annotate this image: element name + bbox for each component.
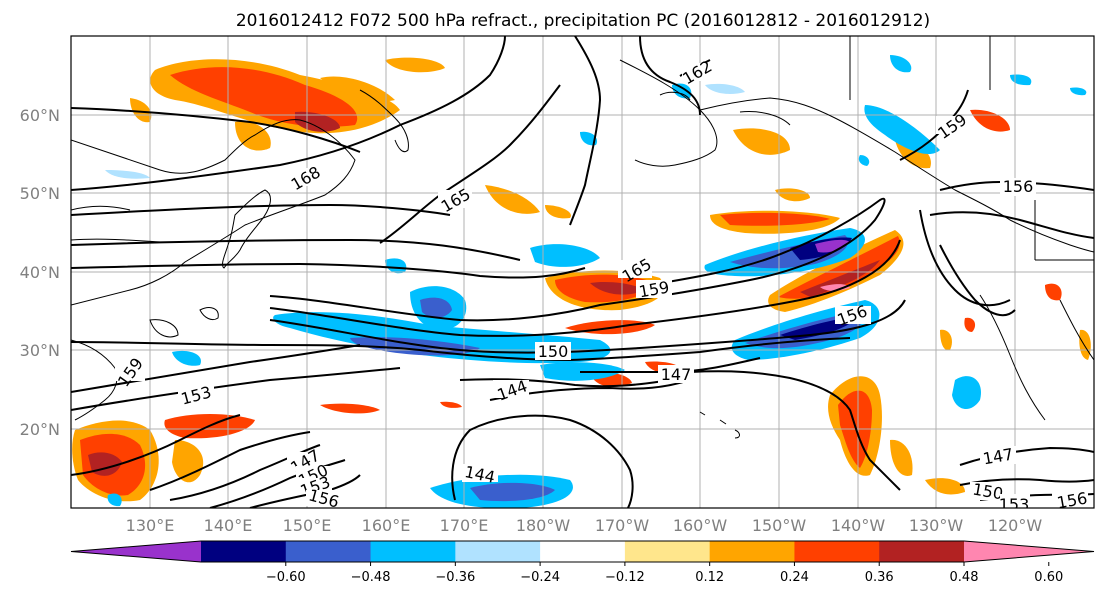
colorbar-tick-label: 0.60 [1034, 570, 1063, 585]
lon-label: 180°W [516, 516, 571, 535]
figure-title: 2016012412 F072 500 hPa refract., precip… [236, 11, 930, 31]
colorbar-outline [70, 540, 1095, 563]
refractivity-contours [71, 36, 1094, 508]
lon-label: 150°W [752, 516, 807, 535]
positive-anomaly-region-central [320, 128, 840, 414]
coastlines [71, 36, 1094, 439]
lon-label: 120°W [988, 516, 1043, 535]
colorbar-segment [879, 541, 965, 562]
contour-label: 153 [999, 495, 1030, 514]
lon-label: 140°E [204, 516, 253, 535]
colorbar-extension-high [964, 541, 1094, 562]
colorbar-extension-low [71, 541, 201, 562]
lon-label: 170°E [440, 516, 489, 535]
colorbar-tick-label: −0.48 [351, 570, 391, 585]
map-panel: 162 168 165 159 156 165 159 156 150 147 [70, 35, 1095, 514]
longitude-axis: 130°E 140°E 150°E 160°E 170°E 180°W 170°… [126, 516, 1043, 535]
contour-label: 156 [1055, 488, 1088, 512]
lon-label: 130°E [126, 516, 175, 535]
colorbar: −0.60 −0.48 −0.36 −0.24 −0.12 0.12 0.24 0.36 0.4… [70, 540, 1095, 585]
lon-label: 160°E [362, 516, 411, 535]
contour-label: 156 [1003, 177, 1034, 196]
colorbar-tick-label: 0.24 [780, 570, 809, 585]
gridlines [71, 36, 1094, 508]
lat-label: 50°N [20, 184, 60, 203]
contour-label: 147 [661, 365, 692, 384]
contour-label: 150 [538, 342, 569, 361]
precipitation-shading [72, 55, 1091, 508]
colorbar-tick-label: −0.24 [520, 570, 560, 585]
colorbar-tick-label: 0.12 [695, 570, 724, 585]
lat-label: 60°N [20, 106, 60, 125]
colorbar-segment [455, 541, 541, 562]
lon-label: 170°W [595, 516, 650, 535]
lat-label: 40°N [20, 263, 60, 282]
lat-label: 30°N [20, 341, 60, 360]
colorbar-segment [709, 541, 795, 562]
colorbar-segment [624, 541, 711, 562]
colorbar-segment [370, 541, 456, 562]
lon-label: 150°E [283, 516, 332, 535]
colorbar-segment [201, 541, 287, 562]
colorbar-segment [794, 541, 880, 562]
lon-label: 140°W [831, 516, 886, 535]
colorbar-segment [285, 541, 372, 562]
latitude-axis: 60°N 50°N 40°N 30°N 20°N [20, 106, 60, 439]
colorbar-tick-label: −0.12 [605, 570, 645, 585]
contour-label: 156 [307, 485, 341, 511]
lat-label: 20°N [20, 420, 60, 439]
lon-label: 130°W [909, 516, 964, 535]
lon-label: 160°W [673, 516, 728, 535]
colorbar-segment [540, 541, 626, 562]
map-frame [70, 35, 1095, 509]
colorbar-tick-label: 0.48 [950, 570, 979, 585]
colorbar-tick-label: 0.36 [865, 570, 894, 585]
colorbar-tick-label: −0.36 [435, 570, 475, 585]
colorbar-tick-label: −0.60 [266, 570, 306, 585]
